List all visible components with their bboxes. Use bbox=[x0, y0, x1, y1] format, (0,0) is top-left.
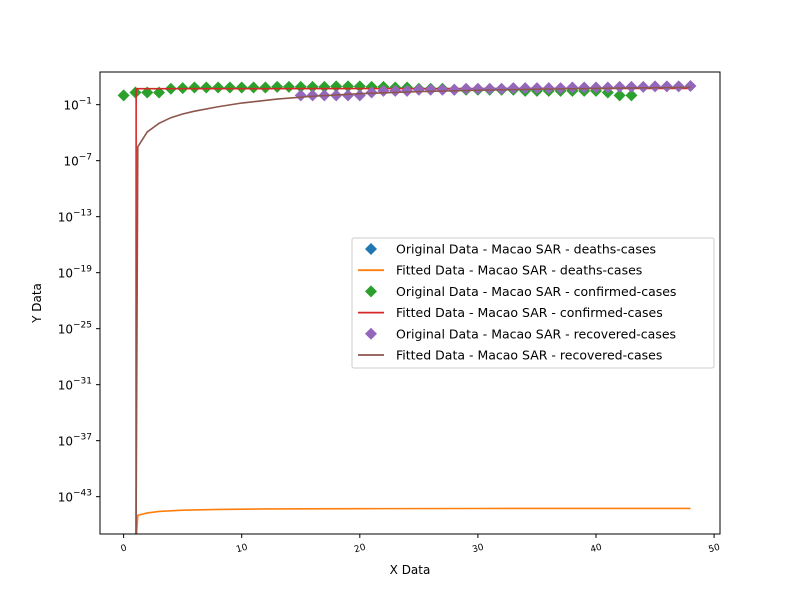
data-point-original-data-macao-sar-confirmed-cases bbox=[282, 80, 295, 93]
data-point-original-data-macao-sar-recovered-cases bbox=[554, 82, 567, 95]
data-point-original-data-macao-sar-recovered-cases bbox=[519, 82, 532, 95]
data-point-original-data-macao-sar-recovered-cases bbox=[672, 80, 685, 93]
legend-entry-label: Fitted Data - Macao SAR - deaths-cases bbox=[396, 263, 642, 278]
data-point-original-data-macao-sar-confirmed-cases bbox=[153, 86, 166, 99]
data-point-original-data-macao-sar-recovered-cases bbox=[294, 89, 307, 102]
data-point-original-data-macao-sar-recovered-cases bbox=[436, 83, 449, 96]
series-line-fitted-data-macao-sar-recovered-cases bbox=[135, 86, 691, 534]
legend-marker-swatch bbox=[365, 285, 377, 298]
y-tick-label: 10−25 bbox=[58, 321, 92, 337]
data-point-original-data-macao-sar-confirmed-cases bbox=[294, 80, 307, 93]
data-point-original-data-macao-sar-confirmed-cases bbox=[235, 81, 248, 94]
data-point-original-data-macao-sar-recovered-cases bbox=[495, 82, 508, 95]
data-point-original-data-macao-sar-confirmed-cases bbox=[318, 80, 331, 93]
data-point-original-data-macao-sar-recovered-cases bbox=[389, 84, 402, 97]
data-point-original-data-macao-sar-recovered-cases bbox=[483, 82, 496, 95]
data-point-original-data-macao-sar-recovered-cases bbox=[448, 83, 461, 96]
legend-entry-label: Original Data - Macao SAR - recovered-ca… bbox=[396, 326, 676, 341]
legend-entry-label: Original Data - Macao SAR - confirmed-ca… bbox=[396, 284, 676, 299]
data-point-original-data-macao-sar-recovered-cases bbox=[460, 82, 473, 95]
y-axis-label: Y Data bbox=[30, 283, 44, 324]
y-tick-label: 10−37 bbox=[58, 433, 92, 449]
axes: 0 10 20 30 40 50 10−1 10−7 10−13 10−19 10−25 10−31 1… bbox=[58, 71, 722, 556]
x-tick-label: 30 bbox=[471, 543, 485, 556]
data-point-original-data-macao-sar-confirmed-cases bbox=[188, 81, 201, 94]
data-point-original-data-macao-sar-confirmed-cases bbox=[223, 81, 236, 94]
data-point-original-data-macao-sar-recovered-cases bbox=[660, 80, 673, 93]
legend-entry-label: Fitted Data - Macao SAR - confirmed-case… bbox=[396, 305, 663, 320]
legend-box bbox=[351, 237, 715, 369]
y-tick-label: 10−19 bbox=[58, 265, 93, 281]
data-point-original-data-macao-sar-confirmed-cases bbox=[625, 89, 638, 102]
data-point-original-data-macao-sar-recovered-cases bbox=[566, 81, 579, 94]
data-point-original-data-macao-sar-confirmed-cases bbox=[247, 81, 260, 94]
legend-marker-swatch bbox=[365, 243, 377, 255]
data-point-original-data-macao-sar-confirmed-cases bbox=[200, 81, 213, 94]
data-point-original-data-macao-sar-recovered-cases bbox=[578, 81, 591, 94]
x-tick-label: 0 bbox=[120, 543, 128, 554]
y-tick-label: 10−1 bbox=[63, 97, 92, 113]
series-line-fitted-data-macao-sar-deaths-cases bbox=[135, 507, 691, 534]
y-tick-label: 10−13 bbox=[58, 209, 92, 225]
data-point-original-data-macao-sar-confirmed-cases bbox=[342, 80, 354, 93]
data-point-original-data-macao-sar-confirmed-cases bbox=[212, 81, 225, 94]
x-tick-label: 20 bbox=[353, 543, 367, 556]
data-point-original-data-macao-sar-recovered-cases bbox=[590, 81, 602, 94]
x-tick-label: 50 bbox=[708, 543, 722, 556]
data-point-original-data-macao-sar-recovered-cases bbox=[377, 84, 390, 97]
data-point-original-data-macao-sar-recovered-cases bbox=[530, 82, 543, 95]
y-tick-label: 10−7 bbox=[63, 153, 92, 169]
data-point-original-data-macao-sar-confirmed-cases bbox=[330, 80, 343, 93]
y-tick-label: 10−43 bbox=[58, 489, 92, 505]
x-tick-label: 10 bbox=[235, 543, 249, 556]
data-point-original-data-macao-sar-recovered-cases bbox=[306, 89, 319, 102]
data-point-original-data-macao-sar-recovered-cases bbox=[424, 83, 437, 96]
data-point-original-data-macao-sar-recovered-cases bbox=[471, 82, 484, 95]
data-point-original-data-macao-sar-confirmed-cases bbox=[271, 80, 284, 93]
data-point-original-data-macao-sar-confirmed-cases bbox=[259, 81, 272, 94]
y-tick-label: 10−31 bbox=[58, 377, 92, 393]
data-point-original-data-macao-sar-recovered-cases bbox=[684, 80, 697, 92]
data-point-original-data-macao-sar-confirmed-cases bbox=[353, 80, 366, 93]
data-point-original-data-macao-sar-recovered-cases bbox=[412, 83, 425, 96]
data-point-original-data-macao-sar-recovered-cases bbox=[507, 82, 520, 95]
legend: Original Data - Macao SAR - deaths-cases… bbox=[351, 237, 715, 369]
legend-entry-label: Original Data - Macao SAR - deaths-cases bbox=[396, 242, 656, 257]
data-point-original-data-macao-sar-recovered-cases bbox=[625, 80, 638, 93]
data-point-original-data-macao-sar-recovered-cases bbox=[401, 84, 414, 97]
axes-frame bbox=[99, 71, 721, 535]
data-point-original-data-macao-sar-confirmed-cases bbox=[306, 80, 319, 93]
data-point-original-data-macao-sar-recovered-cases bbox=[637, 80, 650, 93]
plot-area bbox=[117, 80, 697, 534]
data-point-original-data-macao-sar-recovered-cases bbox=[649, 80, 662, 93]
legend-entry-label: Fitted Data - Macao SAR - recovered-case… bbox=[396, 348, 662, 363]
data-point-original-data-macao-sar-recovered-cases bbox=[601, 81, 614, 94]
x-tick-label: 40 bbox=[589, 543, 603, 556]
x-axis-label: X Data bbox=[390, 563, 431, 577]
data-point-original-data-macao-sar-confirmed-cases bbox=[613, 89, 626, 102]
data-point-original-data-macao-sar-recovered-cases bbox=[353, 89, 366, 102]
data-point-original-data-macao-sar-recovered-cases bbox=[342, 89, 354, 102]
data-point-original-data-macao-sar-recovered-cases bbox=[613, 80, 626, 93]
legend-marker-swatch bbox=[365, 327, 377, 340]
data-point-original-data-macao-sar-recovered-cases bbox=[542, 82, 555, 95]
data-point-original-data-macao-sar-confirmed-cases bbox=[117, 89, 130, 102]
